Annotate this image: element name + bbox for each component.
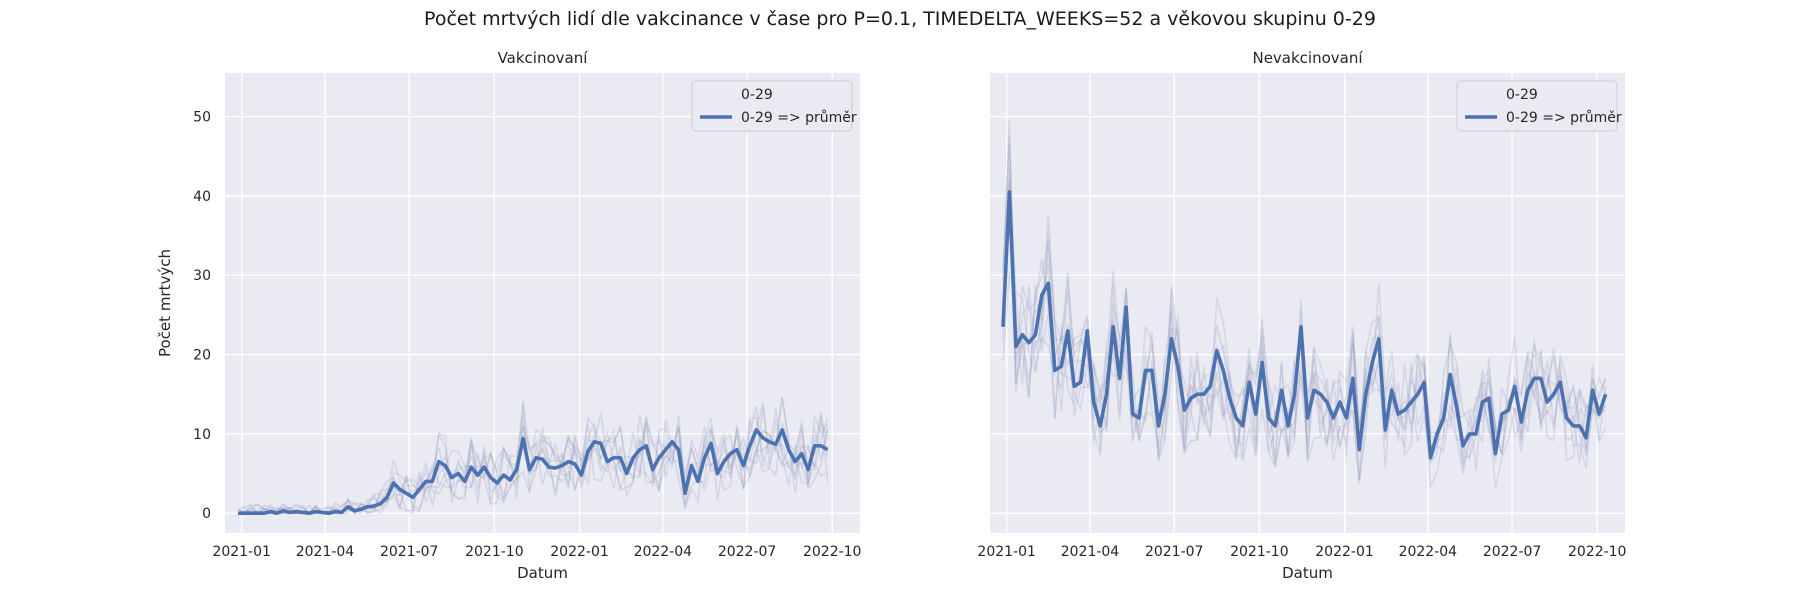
x-tick-label: 2021-01 [212, 544, 271, 560]
x-tick-label: 2021-10 [465, 544, 524, 560]
legend-entry: 0-29 => průměr [1506, 110, 1622, 126]
y-tick-label: 0 [202, 506, 211, 522]
x-tick-label: 2021-07 [1145, 544, 1204, 560]
legend-title: 0-29 [1506, 87, 1538, 103]
x-tick-label: 2022-01 [550, 544, 609, 560]
x-tick-label: 2021-07 [380, 544, 439, 560]
x-tick-label: 2022-07 [718, 544, 777, 560]
plot-area [990, 73, 1625, 533]
panel-title: Vakcinovaní [498, 49, 589, 67]
y-tick-label: 50 [193, 110, 211, 126]
panel-title: Nevakcinovaní [1252, 49, 1363, 67]
x-tick-label: 2022-10 [803, 544, 862, 560]
run-line [237, 402, 829, 515]
series-line-mean [238, 428, 829, 516]
plot-area [225, 73, 860, 533]
legend-title: 0-29 [741, 87, 773, 103]
chart-panel-2: 2021-01 2021-04 2021-07 2021-10 2022-01 2022-… [977, 49, 1626, 582]
x-tick-label: 2022-04 [1399, 544, 1458, 560]
series-line-mean [1001, 190, 1608, 460]
figure-title: Počet mrtvých lidí dle vakcinance v čase… [424, 8, 1376, 30]
run-line [237, 424, 829, 515]
x-tick-label: 2022-01 [1315, 544, 1374, 560]
x-tick-label: 2021-04 [1061, 544, 1120, 560]
x-tick-label: 2022-07 [1483, 544, 1542, 560]
x-tick-label: 2022-04 [634, 544, 693, 560]
x-axis-label: Datum [517, 564, 568, 582]
x-tick-label: 2021-10 [1230, 544, 1289, 560]
y-tick-label: 20 [193, 348, 211, 364]
run-line [237, 407, 829, 515]
legend-entry: 0-29 => průměr [741, 110, 857, 126]
y-axis-label: Počet mrtvých [156, 249, 174, 357]
y-tick-label: 40 [193, 189, 211, 205]
y-tick-label: 10 [193, 427, 211, 443]
x-tick-label: 2022-10 [1568, 544, 1627, 560]
y-tick-label: 30 [193, 268, 211, 284]
x-axis-label: Datum [1282, 564, 1333, 582]
x-tick-label: 2021-04 [296, 544, 355, 560]
run-line [237, 401, 828, 515]
x-tick-label: 2021-01 [977, 544, 1036, 560]
chart-panel-1: 2021-01 2021-04 2021-07 2021-10 2022-01 2022-… [156, 49, 861, 582]
